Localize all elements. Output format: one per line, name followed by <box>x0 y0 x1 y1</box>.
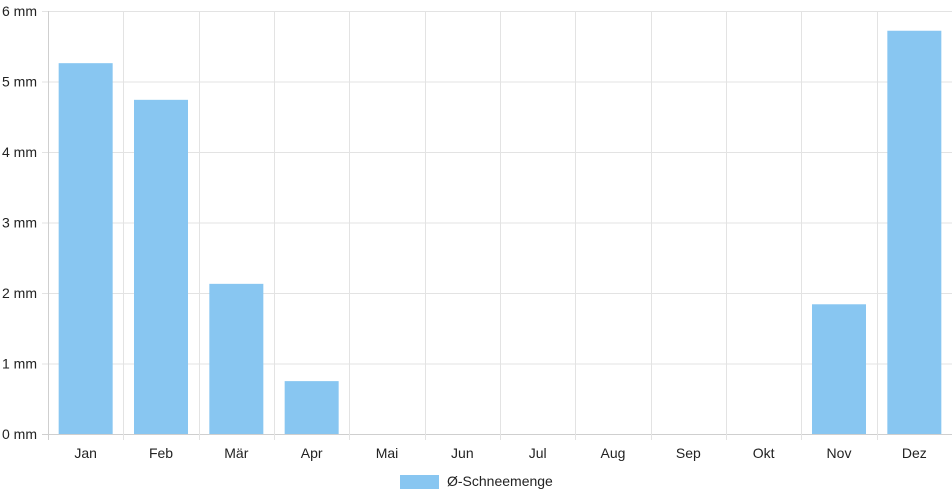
bar-nov[interactable] <box>812 304 866 434</box>
x-axis-ticks: Jan Feb Mär Apr Mai Jun Jul Aug Sep Okt Nov Dez <box>74 445 926 461</box>
x-tick-label: Okt <box>753 445 775 461</box>
x-tick-label: Jun <box>451 445 474 461</box>
legend-swatch <box>400 475 439 489</box>
x-tick-label: Apr <box>301 445 323 461</box>
y-tick-label: 3 mm <box>2 215 37 231</box>
x-tick-label: Dez <box>902 445 927 461</box>
y-axis-ticks: 0 mm 1 mm 2 mm 3 mm 4 mm 5 mm 6 mm <box>2 3 37 442</box>
x-tick-label: Sep <box>676 445 701 461</box>
x-tick-label: Mär <box>224 445 248 461</box>
x-tick-label: Jul <box>529 445 547 461</box>
bar-mär[interactable] <box>209 283 264 434</box>
bar-apr[interactable] <box>284 381 339 434</box>
x-tick-label: Feb <box>149 445 173 461</box>
bar-jan[interactable] <box>58 63 113 435</box>
y-tick-label: 5 mm <box>2 74 37 90</box>
x-tick-label: Jan <box>74 445 97 461</box>
y-tick-label: 0 mm <box>2 426 37 442</box>
bar-dez[interactable] <box>887 30 942 435</box>
bars <box>58 30 942 435</box>
bar-feb[interactable] <box>134 99 188 434</box>
x-tick-label: Nov <box>827 445 852 461</box>
legend-label: Ø-Schneemenge <box>447 473 553 489</box>
y-tick-label: 2 mm <box>2 285 37 301</box>
x-tick-label: Aug <box>601 445 626 461</box>
y-tick-label: 6 mm <box>2 3 37 19</box>
y-tick-label: 4 mm <box>2 144 37 160</box>
x-tick-label: Mai <box>376 445 399 461</box>
y-tick-label: 1 mm <box>2 356 37 372</box>
legend[interactable]: Ø-Schneemenge <box>400 473 553 489</box>
grid <box>42 11 952 440</box>
